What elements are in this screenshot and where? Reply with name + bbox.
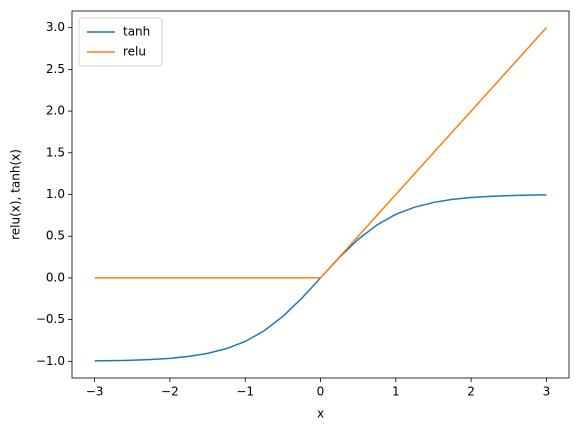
x-tick-label: 2 (467, 385, 475, 399)
line-series (94, 27, 547, 279)
y-tick-label: 2.0 (46, 104, 65, 118)
y-tick-label: 2.5 (46, 62, 65, 76)
y-tick-label: −1.0 (36, 354, 65, 368)
y-tick-label: 3.0 (46, 20, 65, 34)
y-tick-label: −0.5 (36, 312, 65, 326)
legend-label: tanh (123, 25, 150, 39)
y-tick-label: 0.0 (46, 270, 65, 284)
x-tick-label: 1 (392, 385, 400, 399)
y-axis-label: relu(x), tanh(x) (9, 149, 23, 240)
plot-frame (71, 10, 570, 379)
y-tick-label: 1.0 (46, 187, 65, 201)
legend-label: relu (123, 45, 146, 59)
y-tick-label: 1.5 (46, 145, 65, 159)
legend-box (78, 17, 163, 67)
x-tick-label: 0 (317, 385, 325, 399)
x-tick-label: −2 (161, 385, 179, 399)
y-tick-label: 0.5 (46, 229, 65, 243)
x-tick-label: 3 (543, 385, 551, 399)
x-tick-label: −1 (236, 385, 254, 399)
x-tick-label: −3 (86, 385, 104, 399)
x-axis-label: x (317, 407, 324, 421)
